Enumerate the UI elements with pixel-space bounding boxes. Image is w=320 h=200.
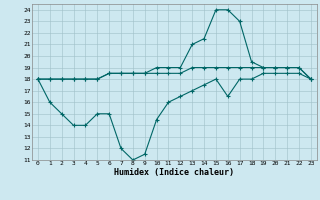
X-axis label: Humidex (Indice chaleur): Humidex (Indice chaleur) bbox=[115, 168, 234, 177]
